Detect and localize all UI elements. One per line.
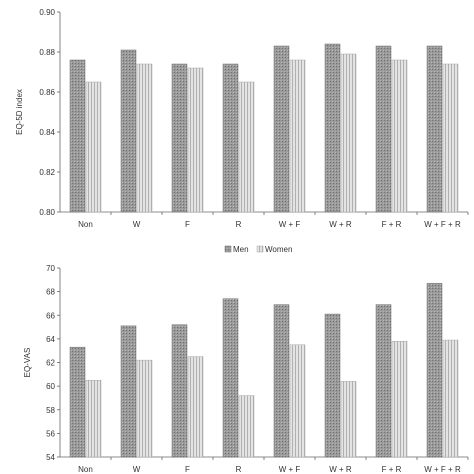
bar-men-w [120,325,137,458]
bar-men-f [171,324,188,458]
bar-women-f [187,67,204,213]
y-tick-label: 54 [46,453,55,462]
bar-women-w-f-r [442,63,459,213]
x-tick-label: W [133,220,141,229]
x-tick-label: W [133,465,141,474]
bar-men-w-r [324,43,341,213]
bar-women-r [238,81,255,213]
x-tick-label: W + F + R [424,220,461,229]
bar-women-w-f [289,59,306,213]
y-tick-label: 0.82 [39,168,55,177]
eq5d-chart: 0.80 0.82 0.84 0.86 0.88 0.90 EQ-5D index Non W F… [15,8,469,229]
x-tick-label: W + R [329,220,352,229]
y-tick-label: 68 [46,288,55,297]
x-tick-label: W + R [329,465,352,474]
legend-label-women: Women [265,245,292,254]
x-tick-label: F [185,220,190,229]
bar-women-non [85,81,102,213]
x-tick-label: F [185,465,190,474]
bar-women-w-r [340,53,357,213]
bar-men-f-r [375,304,392,458]
bar-men-w-f [273,45,290,213]
legend-swatch-men [224,245,232,253]
x-tick-label: F + R [382,220,402,229]
bar-women-f-r [391,59,408,213]
bar-men-w-f [273,304,290,458]
y-axis-title: EQ-VAS [23,348,32,378]
y-tick-label: 0.86 [39,88,55,97]
bar-women-f-r [391,340,408,458]
bar-men-w-f-r [426,283,443,458]
y-tick-label: 56 [46,429,55,438]
bar-women-f [187,356,204,458]
x-tick-label: W + F [279,465,301,474]
x-tick-label: F + R [382,465,402,474]
bar-women-w [136,63,153,213]
y-tick-label: 62 [46,359,55,368]
bar-men-w-r [324,313,341,458]
legend-swatch-women [256,245,264,253]
bar-men-w [120,49,137,213]
y-tick-label: 0.88 [39,48,55,57]
x-tick-label: W + F [279,220,301,229]
bar-men-r [222,298,239,458]
legend: Men Women [224,245,292,254]
bar-men-non [69,59,86,213]
x-tick-label: Non [78,220,93,229]
bar-men-non [69,346,86,458]
bar-women-w-f [289,344,306,458]
bar-men-f [171,63,188,213]
bar-women-non [85,379,102,458]
y-tick-label: 64 [46,335,55,344]
bar-men-r [222,63,239,213]
y-tick-label: 0.84 [39,128,55,137]
y-axis-title: EQ-5D index [15,89,24,135]
eqvas-chart: 54 56 58 60 62 64 66 68 70 EQ-VAS Non W F R W + F W + R… [23,264,469,474]
y-tick-label: 70 [46,264,55,273]
y-tick-label: 58 [46,406,55,415]
legend-label-men: Men [233,245,249,254]
y-tick-label: 0.80 [39,208,55,217]
y-tick-label: 0.90 [39,8,55,17]
x-tick-label: W + F + R [424,465,461,474]
bar-women-w [136,359,153,458]
x-tick-label: R [236,220,242,229]
bar-men-w-f-r [426,45,443,213]
bar-women-r [238,395,255,458]
y-tick-label: 60 [46,382,55,391]
bar-men-f-r [375,45,392,213]
bar-women-w-r [340,381,357,458]
x-tick-label: Non [78,465,93,474]
y-tick-label: 66 [46,311,55,320]
x-tick-label: R [236,465,242,474]
bar-women-w-f-r [442,339,459,458]
